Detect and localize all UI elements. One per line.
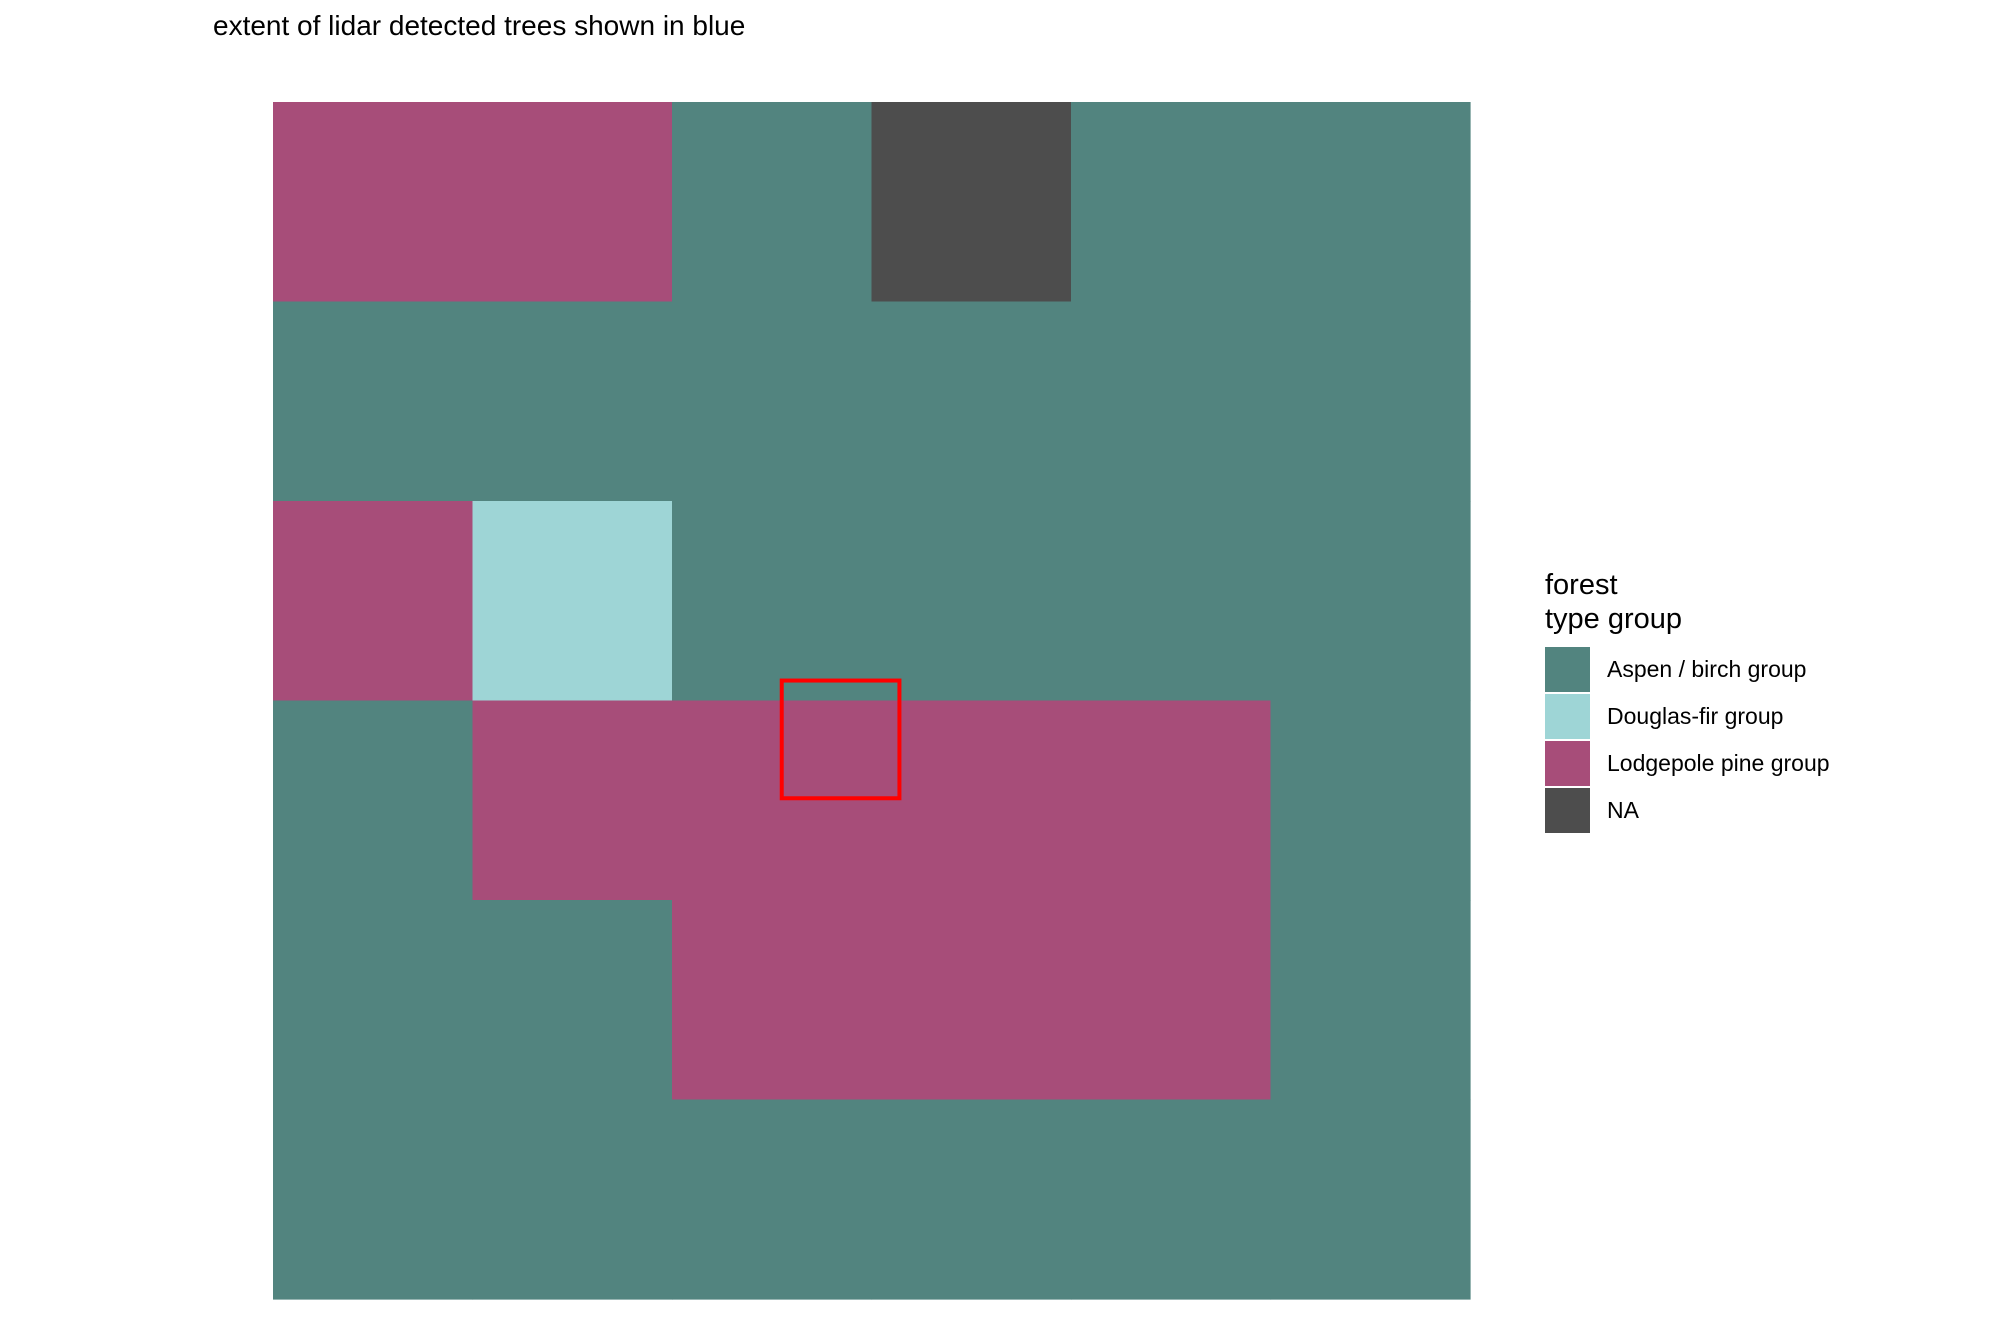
raster-cell (472, 900, 673, 1101)
legend-item: Douglas-fir group (1545, 693, 1830, 740)
raster-cell (273, 700, 474, 901)
raster-cell (472, 102, 673, 303)
raster-cell (273, 102, 474, 303)
legend-label: NA (1607, 797, 1639, 823)
legend-label: Douglas-fir group (1607, 703, 1784, 729)
legend-label: Aspen / birch group (1607, 656, 1807, 682)
legend-label: Lodgepole pine group (1607, 750, 1830, 776)
raster-cell (472, 1099, 673, 1300)
raster-cell (871, 301, 1072, 502)
legend-item: Lodgepole pine group (1545, 740, 1830, 787)
legend-swatch (1545, 694, 1590, 739)
raster-cell (871, 501, 1072, 702)
raster-cell (1270, 501, 1471, 702)
raster-cell (672, 1099, 873, 1300)
raster-cell (1071, 700, 1272, 901)
raster-cell (672, 102, 873, 303)
raster-cell (472, 700, 673, 901)
raster-cell (472, 501, 673, 702)
legend-swatch (1545, 741, 1590, 786)
legend-swatch (1545, 788, 1590, 833)
raster-cell (273, 301, 474, 502)
raster-cell (672, 501, 873, 702)
raster-cell (672, 900, 873, 1101)
raster-cell (1071, 102, 1272, 303)
raster-cell (1071, 501, 1272, 702)
lidar-extent-layer (779, 678, 902, 801)
raster-cell (672, 700, 873, 901)
raster-cell (672, 301, 873, 502)
raster-cell (871, 900, 1072, 1101)
raster-cell (273, 1099, 474, 1300)
raster-cell (273, 501, 474, 702)
raster-cell (1071, 301, 1272, 502)
legend: forest type group Aspen / birch group Dou… (1545, 568, 1830, 834)
legend-item: NA (1545, 787, 1830, 834)
raster-cell (871, 102, 1072, 303)
raster-cell (1270, 700, 1471, 901)
raster-cell (273, 900, 474, 1101)
raster-cell (1270, 301, 1471, 502)
raster-cell (1071, 900, 1272, 1101)
legend-swatch (1545, 647, 1590, 692)
legend-title: forest type group (1545, 569, 1683, 635)
raster-cell (1270, 900, 1471, 1101)
lidar-extent-outline (779, 678, 902, 801)
legend-items: Aspen / birch group Douglas-fir group Lodg… (1545, 646, 1830, 834)
raster-cell (1071, 1099, 1272, 1300)
raster-cell (871, 1099, 1072, 1300)
raster-cells (273, 102, 1471, 1300)
raster-cell (472, 301, 673, 502)
raster-cell (1270, 102, 1471, 303)
raster-cell (1270, 1099, 1471, 1300)
raster-cell (871, 700, 1072, 901)
legend-item: Aspen / birch group (1545, 646, 1830, 693)
chart-title: extent of lidar detected trees shown in … (213, 10, 746, 41)
